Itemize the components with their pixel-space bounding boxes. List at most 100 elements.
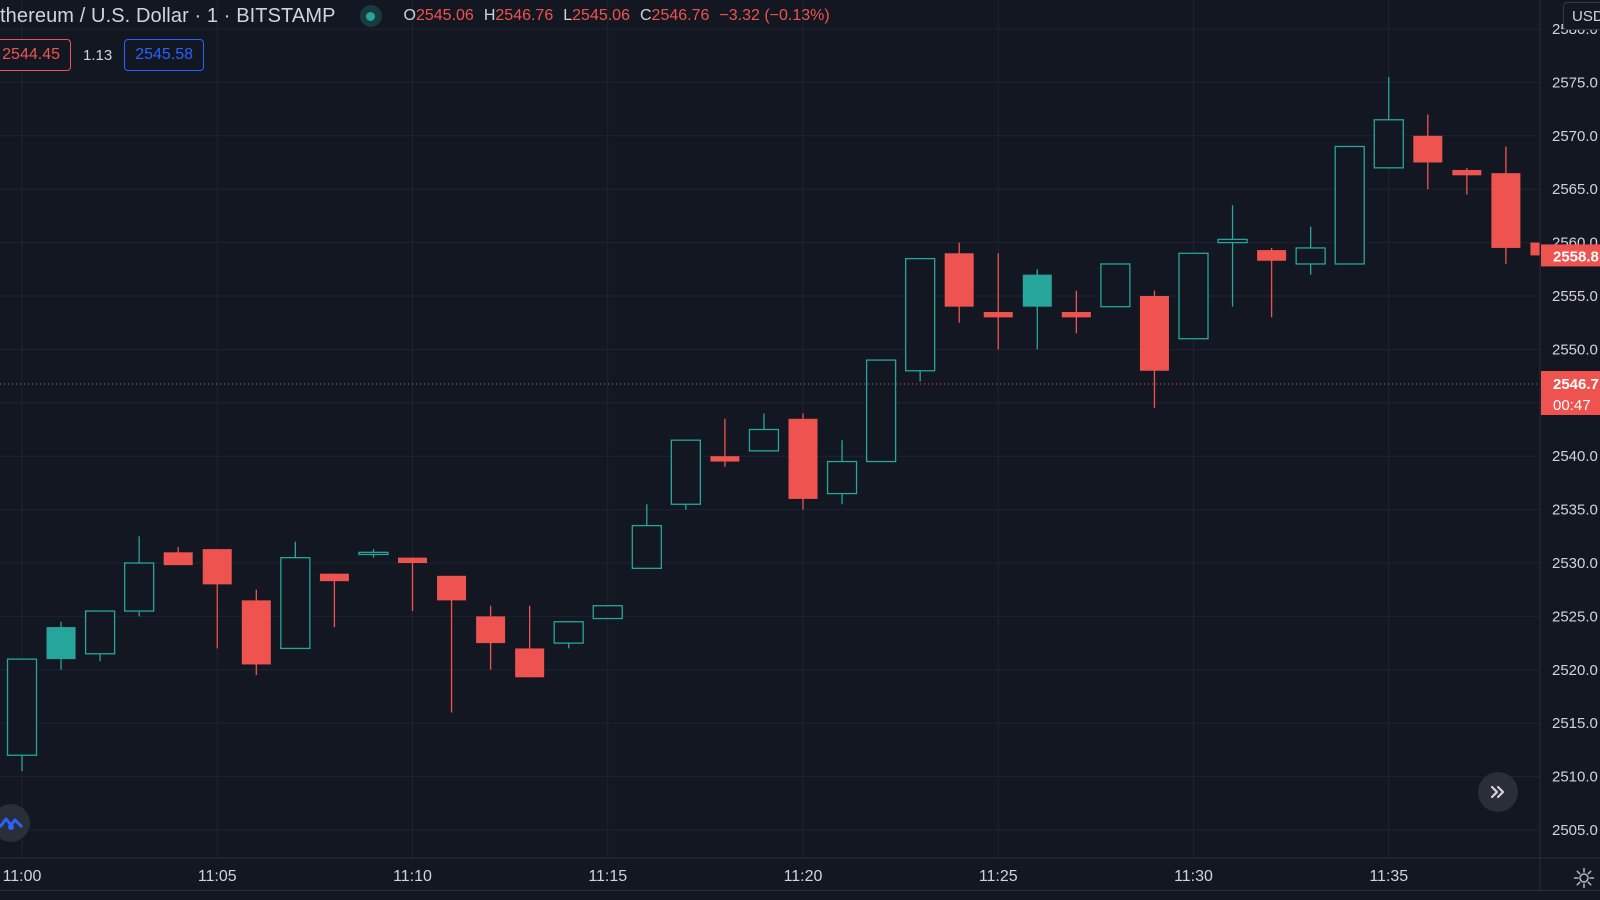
candle-body [1139,296,1169,371]
price-tick-label: 2550.0 [1552,341,1598,358]
candle [748,413,780,452]
candle-body [398,557,427,563]
candle-body [163,552,193,566]
candle [1373,77,1404,169]
ohlc-close: C2546.76 [639,7,710,24]
candle [710,418,740,467]
candle [398,557,427,612]
candle-body [476,616,506,644]
candle [865,359,897,463]
scroll-to-realtime-button[interactable] [1478,772,1518,812]
candle-body [1491,173,1521,248]
candle-body [1178,252,1209,340]
candle-body [1257,250,1287,261]
ohlc-high: H2546.76 [483,7,554,24]
candle [124,536,155,617]
price-tick-label: 2520.0 [1552,662,1598,679]
candle-body [788,418,818,499]
candle-body [124,562,155,612]
last-price-label: 2558.8 [1553,248,1599,265]
candle-body [1217,238,1248,244]
candle [1257,247,1287,318]
ohlc-open: O2545.06 [403,7,474,24]
symbol-header: thereum / U.S. Dollar · 1 · BITSTAMP O25… [0,2,830,30]
candle [592,605,623,620]
candle [319,573,349,628]
candle [944,242,974,323]
ohlc-change: −3.32 (−0.13%) [719,7,830,24]
price-tick-label: 2530.0 [1552,555,1598,572]
buy-button[interactable]: 2545.58 [124,39,205,71]
candle-body [826,460,858,495]
candle [241,589,271,676]
time-tick-label: 11:15 [588,868,627,885]
candle-body [319,573,349,582]
time-tick-label: 11:00 [3,868,42,885]
candle-body [437,575,467,601]
ohlc-low: L2545.06 [563,7,630,24]
candle-body [6,658,38,756]
candle-body [1373,119,1404,169]
price-tick-label: 2515.0 [1552,715,1598,732]
market-status-icon[interactable] [359,5,382,27]
candle [476,605,506,670]
symbol-title[interactable]: thereum / U.S. Dollar · 1 · BITSTAMP [0,4,336,27]
candle-body [1334,145,1365,265]
chart-settings-button[interactable] [1572,866,1596,890]
candle-body [710,456,740,462]
currency-button[interactable]: USD [1563,2,1600,30]
bottom-border [0,890,1600,900]
price-tick-label: 2565.0 [1552,181,1598,198]
candle-body [1061,312,1091,318]
candle [1139,290,1169,409]
trade-panel: 2544.45 1.13 2545.58 [0,38,205,72]
candle [1061,290,1091,334]
candle-body [592,605,623,620]
last-price-tag [1541,244,1600,267]
candle [437,575,467,713]
bar-countdown-label: 00:47 [1553,397,1591,414]
price-tick-label: 2510.0 [1552,769,1598,786]
price-tick-label: 2525.0 [1552,608,1598,625]
time-tick-label: 11:05 [198,868,237,885]
candle-body [865,359,897,463]
candle [280,541,311,650]
candle [1413,114,1443,190]
candle [631,504,662,569]
time-tick-label: 11:20 [784,868,823,885]
market-status-dot [366,11,376,21]
candle-body [944,253,974,307]
candle-body [515,648,545,678]
candle-body [84,610,116,655]
time-tick-label: 11:10 [393,868,432,885]
candle-body [280,557,311,650]
candle-body [1452,169,1482,176]
tradingview-logo-button[interactable] [0,804,30,842]
candle [553,621,584,649]
candle [1334,145,1365,265]
candle [358,549,389,558]
candle [826,440,858,505]
candle-body [1413,135,1443,163]
price-axis-background [1540,0,1600,900]
sell-button[interactable]: 2544.45 [0,39,71,71]
candle-body [358,551,389,556]
candle [1022,269,1052,350]
candle [788,413,818,510]
candle [84,610,116,662]
candle [670,439,701,510]
candle-body [983,312,1013,318]
candle-body [1022,274,1052,307]
spread-value: 1.13 [83,46,113,64]
candle-body [905,257,936,372]
candle [983,253,1013,350]
current-price-label: 2546.7 [1553,376,1599,393]
candle-body [553,621,584,644]
candle [1100,263,1131,308]
price-tick-label: 2555.0 [1552,288,1598,305]
candle [1295,226,1326,275]
